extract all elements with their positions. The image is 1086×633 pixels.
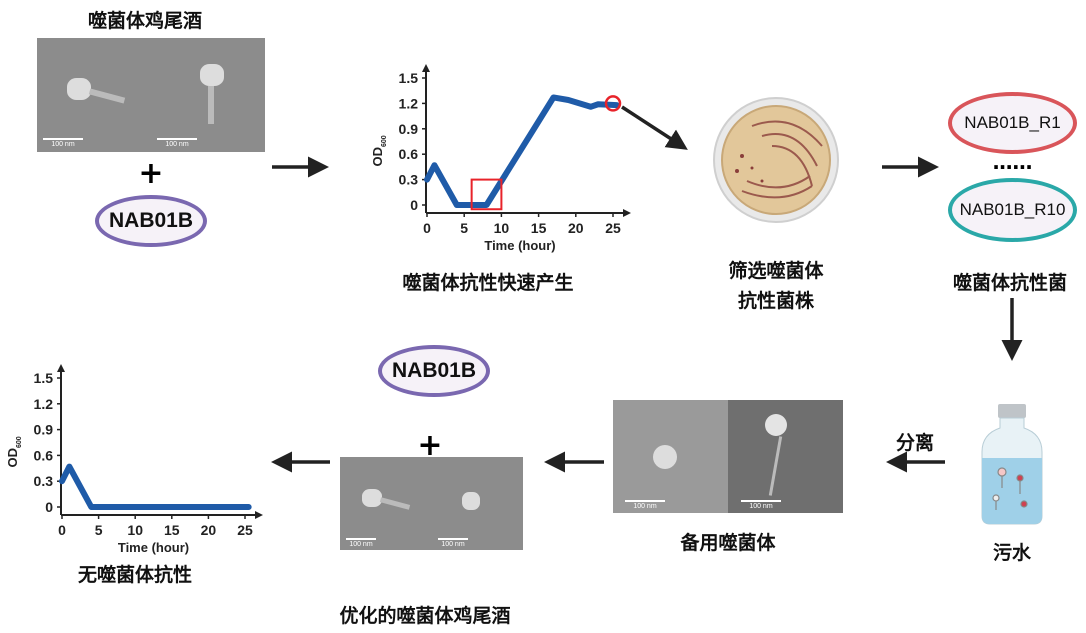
- x-tick-label: 20: [201, 522, 217, 538]
- phage-head: [200, 64, 224, 86]
- x-tick-label: 5: [95, 522, 103, 538]
- backup-phage-tem-image: 100 nm 100 nm: [613, 400, 843, 513]
- resistance-growth-chart: 0 0.3 0.6 0.9 1.2 1.5 0 5 10 15 20 25 Time (hour) OD6…: [370, 64, 631, 253]
- x-tick-label: 15: [164, 522, 180, 538]
- plate-caption-line2: 抗性菌株: [737, 290, 815, 312]
- x-axis-arrow: [255, 511, 263, 519]
- y-tick-label: 1.5: [399, 70, 419, 86]
- x-tick-label: 10: [494, 220, 510, 236]
- phage-head: [653, 445, 677, 469]
- plate-caption-line1: 筛选噬菌体: [728, 260, 824, 282]
- scale-bar: 100 nm: [346, 538, 376, 548]
- arrow-diagonal: [621, 105, 688, 150]
- od600-growth-curve: [424, 94, 620, 208]
- sewage-bottle-icon: [981, 404, 1043, 525]
- y-tick-label: 0.3: [34, 473, 54, 489]
- x-axis-label: Time (hour): [484, 238, 555, 253]
- phage-head: [362, 489, 382, 507]
- phage-cocktail-title: 噬菌体鸡尾酒: [87, 10, 203, 32]
- phage-head: [765, 414, 787, 436]
- phage-tail: [208, 86, 214, 124]
- y-tick-label: 0.6: [34, 447, 54, 463]
- y-tick-label: 0: [45, 499, 53, 515]
- petri-dish-icon: [713, 97, 839, 223]
- y-axis-arrow: [57, 364, 65, 372]
- ellipsis-dots: ......: [992, 150, 1033, 174]
- x-tick-label: 25: [605, 220, 621, 236]
- backup-phage-caption: 备用噬菌体: [680, 532, 776, 554]
- phage-head: [67, 78, 91, 100]
- x-tick-label: 10: [127, 522, 143, 538]
- y-axis-arrow: [422, 64, 430, 72]
- x-axis-arrow: [623, 209, 631, 217]
- scale-bar: 100 nm: [43, 138, 83, 148]
- optimized-cocktail-caption: 优化的噬菌体鸡尾酒: [339, 605, 511, 627]
- nab01b-cell: NAB01B: [378, 345, 490, 397]
- no-resistance-caption: 无噬菌体抗性: [77, 564, 193, 586]
- y-tick-label: 1.2: [34, 396, 54, 412]
- y-tick-label: 1.2: [399, 95, 419, 111]
- y-tick-label: 0.6: [399, 146, 419, 162]
- x-tick-label: 5: [460, 220, 468, 236]
- y-axis-label: OD600: [370, 135, 388, 166]
- y-tick-label: 1.5: [34, 370, 54, 386]
- resistant-strains-caption: 噬菌体抗性菌: [952, 272, 1068, 294]
- phage-tail: [379, 497, 411, 510]
- sampling-point-circle: [604, 95, 622, 112]
- scale-bar: 100 nm: [438, 538, 468, 548]
- x-tick-label: 15: [531, 220, 547, 236]
- x-tick-label: 25: [237, 522, 253, 538]
- x-tick-label: 0: [58, 522, 66, 538]
- tem-panel-right: [728, 400, 843, 513]
- optimized-cocktail-tem-image: 100 nm 100 nm: [340, 457, 523, 550]
- plus-sign: +: [138, 156, 164, 191]
- y-tick-label: 0: [410, 197, 418, 213]
- od600-growth-curve: [59, 463, 252, 510]
- y-tick-label: 0.3: [399, 172, 419, 188]
- resistance-chart-caption: 噬菌体抗性快速产生: [402, 272, 574, 294]
- y-axis-label: OD600: [5, 436, 23, 467]
- x-tick-label: 0: [423, 220, 431, 236]
- resistance-onset-box: [470, 178, 503, 211]
- no-resistance-growth-chart: 0 0.3 0.6 0.9 1.2 1.5 0 5 10 15 20 25 Time (hour) OD6…: [5, 364, 263, 555]
- scale-bar: 100 nm: [157, 138, 197, 148]
- nab01b-r10-cell: NAB01B_R10: [948, 178, 1077, 242]
- x-tick-label: 20: [568, 220, 584, 236]
- phage-head: [462, 492, 480, 510]
- x-axis-label: Time (hour): [118, 540, 189, 555]
- phage-cocktail-tem-image: 100 nm 100 nm: [37, 38, 265, 152]
- nab01b-cell: NAB01B: [95, 195, 207, 247]
- scale-bar: 100 nm: [625, 500, 665, 510]
- isolation-label: 分离: [895, 432, 935, 454]
- sewage-caption: 污水: [992, 542, 1032, 564]
- nab01b-r1-cell: NAB01B_R1: [948, 92, 1077, 154]
- y-tick-label: 0.9: [34, 422, 54, 438]
- y-tick-label: 0.9: [399, 121, 419, 137]
- scale-bar: 100 nm: [741, 500, 781, 510]
